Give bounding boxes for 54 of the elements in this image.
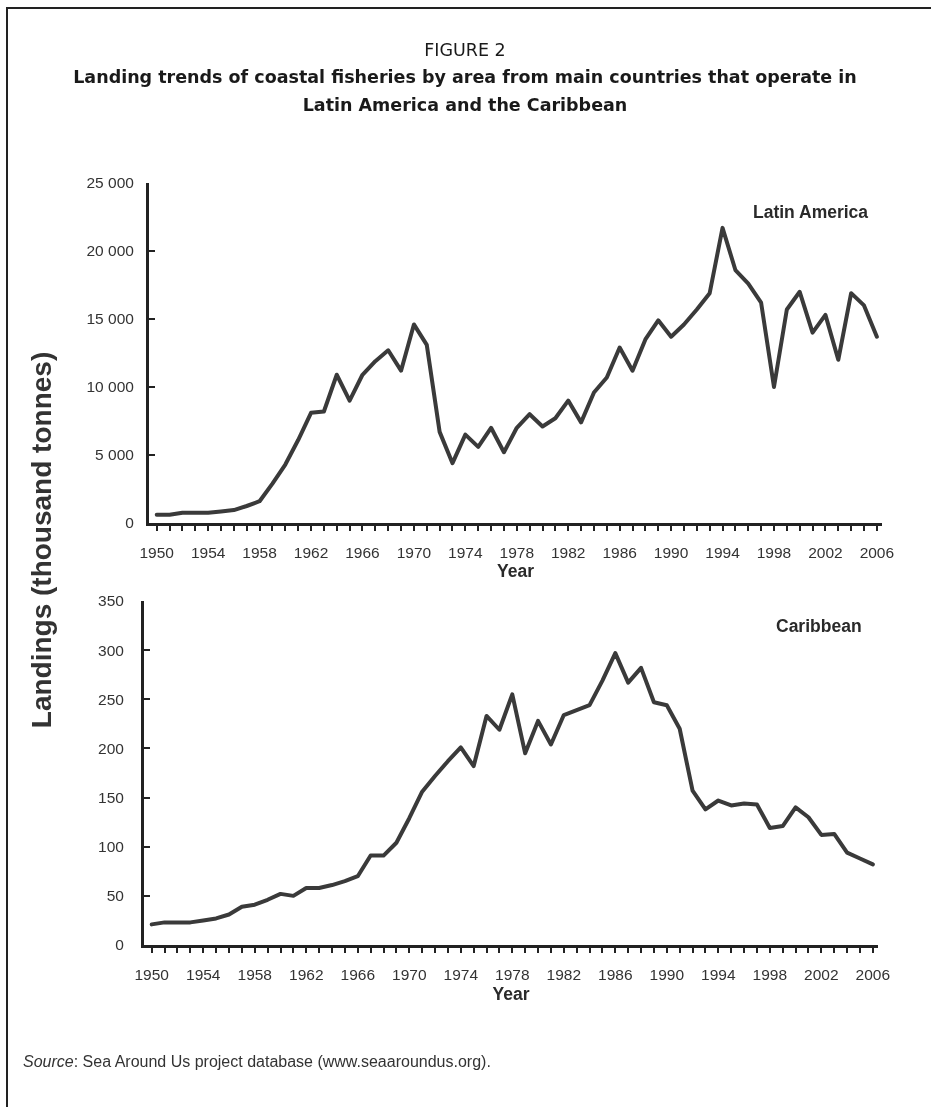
y-tick-label: 5 000 [95,446,135,464]
source-note: Source: Sea Around Us project database (www.seaaroundus.org). [23,1052,491,1071]
chart-title: FIGURE 2 [423,39,507,61]
x-tick-label: 1990 [653,543,689,561]
x-tick-label: 1986 [598,965,633,983]
x-tick-label: 1954 [190,543,226,561]
x-tick-label: 1950 [134,965,170,983]
x-tick-label: 1986 [602,543,637,561]
x-tick-label: 1958 [237,965,272,983]
x-tick-label: 1962 [289,965,324,983]
x-tick-label: 2002 [808,543,843,561]
text: Caribbean [776,616,862,636]
y-axis-title: Landings (thousand tonnes) [26,351,58,729]
y-tick-label: 20 000 [86,242,135,260]
x-tick-label: 1990 [649,965,685,983]
x-tick-label: 1974 [443,965,479,983]
x-tick-label: 1994 [701,965,736,983]
x-tick-label: 1974 [448,543,483,561]
x-axis-title: Year [492,984,530,1005]
x-tick-label: 1954 [186,965,221,983]
x-tick-label: 1998 [752,965,788,983]
x-tick-label: 1978 [495,965,530,983]
x-tick-label: 1962 [293,543,329,561]
line-series [149,651,875,927]
x-tick-label: 1970 [392,965,427,983]
x-tick-label: 2002 [804,965,839,983]
y-tick-label: 0 [115,936,125,954]
y-tick-label: 250 [98,690,125,708]
y-tick-label: 25 000 [86,174,135,192]
y-tick-label: 10 000 [86,378,135,396]
y-tick-label: 50 [106,887,125,905]
x-tick-label: 1966 [340,965,375,983]
y-tick-label: 150 [98,788,125,806]
line-series [154,225,879,517]
x-axis-title: Year [497,560,535,581]
series-label: Latin America [753,202,869,222]
x-tick-label: 2006 [855,965,891,983]
y-tick-label: 100 [98,838,125,856]
x-tick-label: 1982 [550,543,586,561]
y-tick-label: 15 000 [86,310,135,328]
y-tick-label: 0 [125,514,135,532]
x-tick-label: 1950 [139,543,175,561]
y-tick-label: 200 [98,739,125,757]
x-tick-label: 1978 [499,543,535,561]
y-tick-label: 300 [98,641,125,659]
x-tick-label: 2006 [859,543,895,561]
x-tick-label: 1998 [756,543,792,561]
x-tick-label: 1982 [546,965,582,983]
x-tick-label: 1994 [705,543,741,561]
x-tick-label: 1958 [242,543,277,561]
x-tick-label: 1966 [345,543,380,561]
y-tick-label: 350 [98,592,125,610]
chart-subtitle: Landing trends of coastal fisheries by area from main countries that operate in Latin America and the Caribbean [72,66,858,117]
x-tick-label: 1970 [396,543,432,561]
